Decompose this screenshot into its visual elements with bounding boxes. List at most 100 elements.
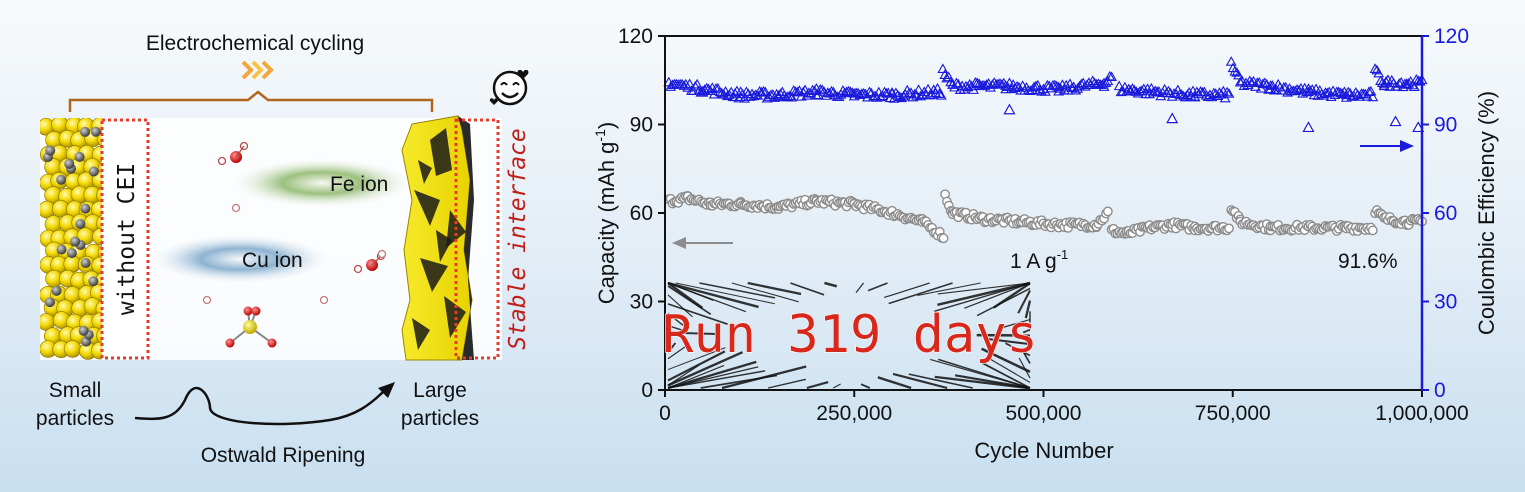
burst-line <box>1022 328 1031 334</box>
efficiency-point <box>1393 78 1405 88</box>
y-axis-ticks: 0 30 60 90 120 <box>618 25 665 402</box>
efficiency-point <box>716 87 728 98</box>
y2-axis-ticks: 0 30 60 90 120 <box>1422 25 1469 402</box>
efficiency-point <box>1303 86 1314 97</box>
crystal-facet <box>418 160 432 184</box>
burst-line <box>989 358 1031 383</box>
x-tick-label: 750,000 <box>1195 402 1271 425</box>
efficiency-point <box>1375 75 1386 85</box>
efficiency-point <box>1367 91 1379 102</box>
efficiency-point <box>1342 86 1354 97</box>
small-particles-label-2: particles <box>36 407 114 430</box>
burst-line <box>964 282 1031 309</box>
burst-line <box>790 282 825 296</box>
burst-line <box>934 282 1031 312</box>
efficiency-point <box>1259 77 1271 88</box>
efficiency-point <box>1221 86 1233 97</box>
capacity-point <box>1367 225 1378 236</box>
burst-line <box>937 281 1031 307</box>
burst-line <box>667 370 766 389</box>
fe-ion-label: Fe ion <box>330 173 388 196</box>
efficiency-point <box>714 86 726 97</box>
run-days-annotation: Run 319 days <box>662 305 1038 365</box>
efficiency-point <box>1214 87 1225 97</box>
burst-line <box>667 342 677 354</box>
water-molecule-icon <box>217 141 249 166</box>
burst-line <box>675 282 775 305</box>
small-particle-dark <box>45 145 56 156</box>
efficiency-point <box>1106 71 1118 82</box>
efficiency-point <box>1352 89 1364 99</box>
burst-line <box>934 375 1028 390</box>
ripening-arrow <box>134 386 386 426</box>
efficiency-point <box>810 89 822 100</box>
burst-line <box>1017 290 1031 314</box>
small-particle-dark <box>74 151 85 162</box>
small-particle-dark <box>80 203 91 214</box>
x-tick-label: 500,000 <box>1006 402 1082 425</box>
efficiency-point <box>1113 80 1125 91</box>
efficiency-point <box>1270 84 1282 94</box>
crystal-facet <box>436 230 452 262</box>
x-axis-label: Cycle Number <box>974 438 1113 463</box>
retention-annotation: 91.6% <box>1338 250 1398 273</box>
efficiency-series <box>663 56 1428 133</box>
efficiency-point <box>1335 87 1347 98</box>
efficiency-point <box>1200 89 1212 100</box>
burst-line <box>883 282 930 299</box>
burst-line <box>877 376 912 390</box>
efficiency-outlier-point <box>1412 121 1425 133</box>
efficiency-point <box>1412 75 1424 85</box>
efficiency-point <box>951 77 962 88</box>
capacity-axis-arrow <box>672 237 733 249</box>
y-tick-label: 0 <box>641 379 653 402</box>
small-particle-dark <box>88 276 99 287</box>
efficiency-point <box>1011 80 1023 91</box>
efficiency-point <box>892 89 904 100</box>
small-particles-label-1: Small <box>49 379 102 402</box>
efficiency-point <box>1034 84 1046 95</box>
small-particle-dark <box>56 244 67 255</box>
burst-line <box>667 345 688 360</box>
burst-line <box>997 318 1031 330</box>
efficiency-point <box>1229 65 1241 76</box>
efficiency-point <box>971 77 983 88</box>
x-tick-label: 250,000 <box>816 402 892 425</box>
efficiency-point <box>1030 80 1042 91</box>
burst-line <box>667 282 704 309</box>
efficiency-point <box>807 84 819 95</box>
burst-line <box>980 347 1031 373</box>
burst-line <box>1005 342 1031 357</box>
efficiency-point <box>1316 88 1328 99</box>
burst-line <box>731 282 799 303</box>
efficiency-point <box>822 87 834 97</box>
small-particle-dark <box>56 174 67 185</box>
y2-tick-label: 120 <box>1434 25 1469 48</box>
crystal-facet <box>414 190 440 226</box>
capacity-point <box>1102 206 1113 217</box>
small-particle-dark <box>78 325 89 336</box>
small-particle-dark <box>51 285 62 296</box>
efficiency-point <box>757 85 769 96</box>
burst-line <box>667 285 712 315</box>
efficiency-point <box>1176 89 1188 99</box>
burst-line <box>667 331 717 335</box>
x-tick-label: 1,000,000 <box>1375 402 1468 425</box>
crystal-facet <box>430 128 452 176</box>
burst-line <box>667 347 726 371</box>
large-particle-crystal <box>401 115 474 361</box>
efficiency-point <box>1210 88 1222 98</box>
efficiency-point <box>979 80 991 90</box>
small-particle-dark <box>80 126 91 137</box>
efficiency-point <box>1223 88 1235 98</box>
efficiency-point <box>1087 75 1099 86</box>
burst-line <box>984 337 1031 346</box>
efficiency-point <box>1361 90 1373 101</box>
large-particles-label-2: particles <box>401 407 479 430</box>
burst-line <box>908 373 974 389</box>
efficiency-point <box>1039 86 1051 96</box>
efficiency-point <box>1240 77 1252 88</box>
chart: 0 250,000 500,000 750,000 1,000,000 0 30 60 90 1… <box>592 25 1499 463</box>
current-density-annotation: 1 A g-1 <box>1010 247 1068 273</box>
